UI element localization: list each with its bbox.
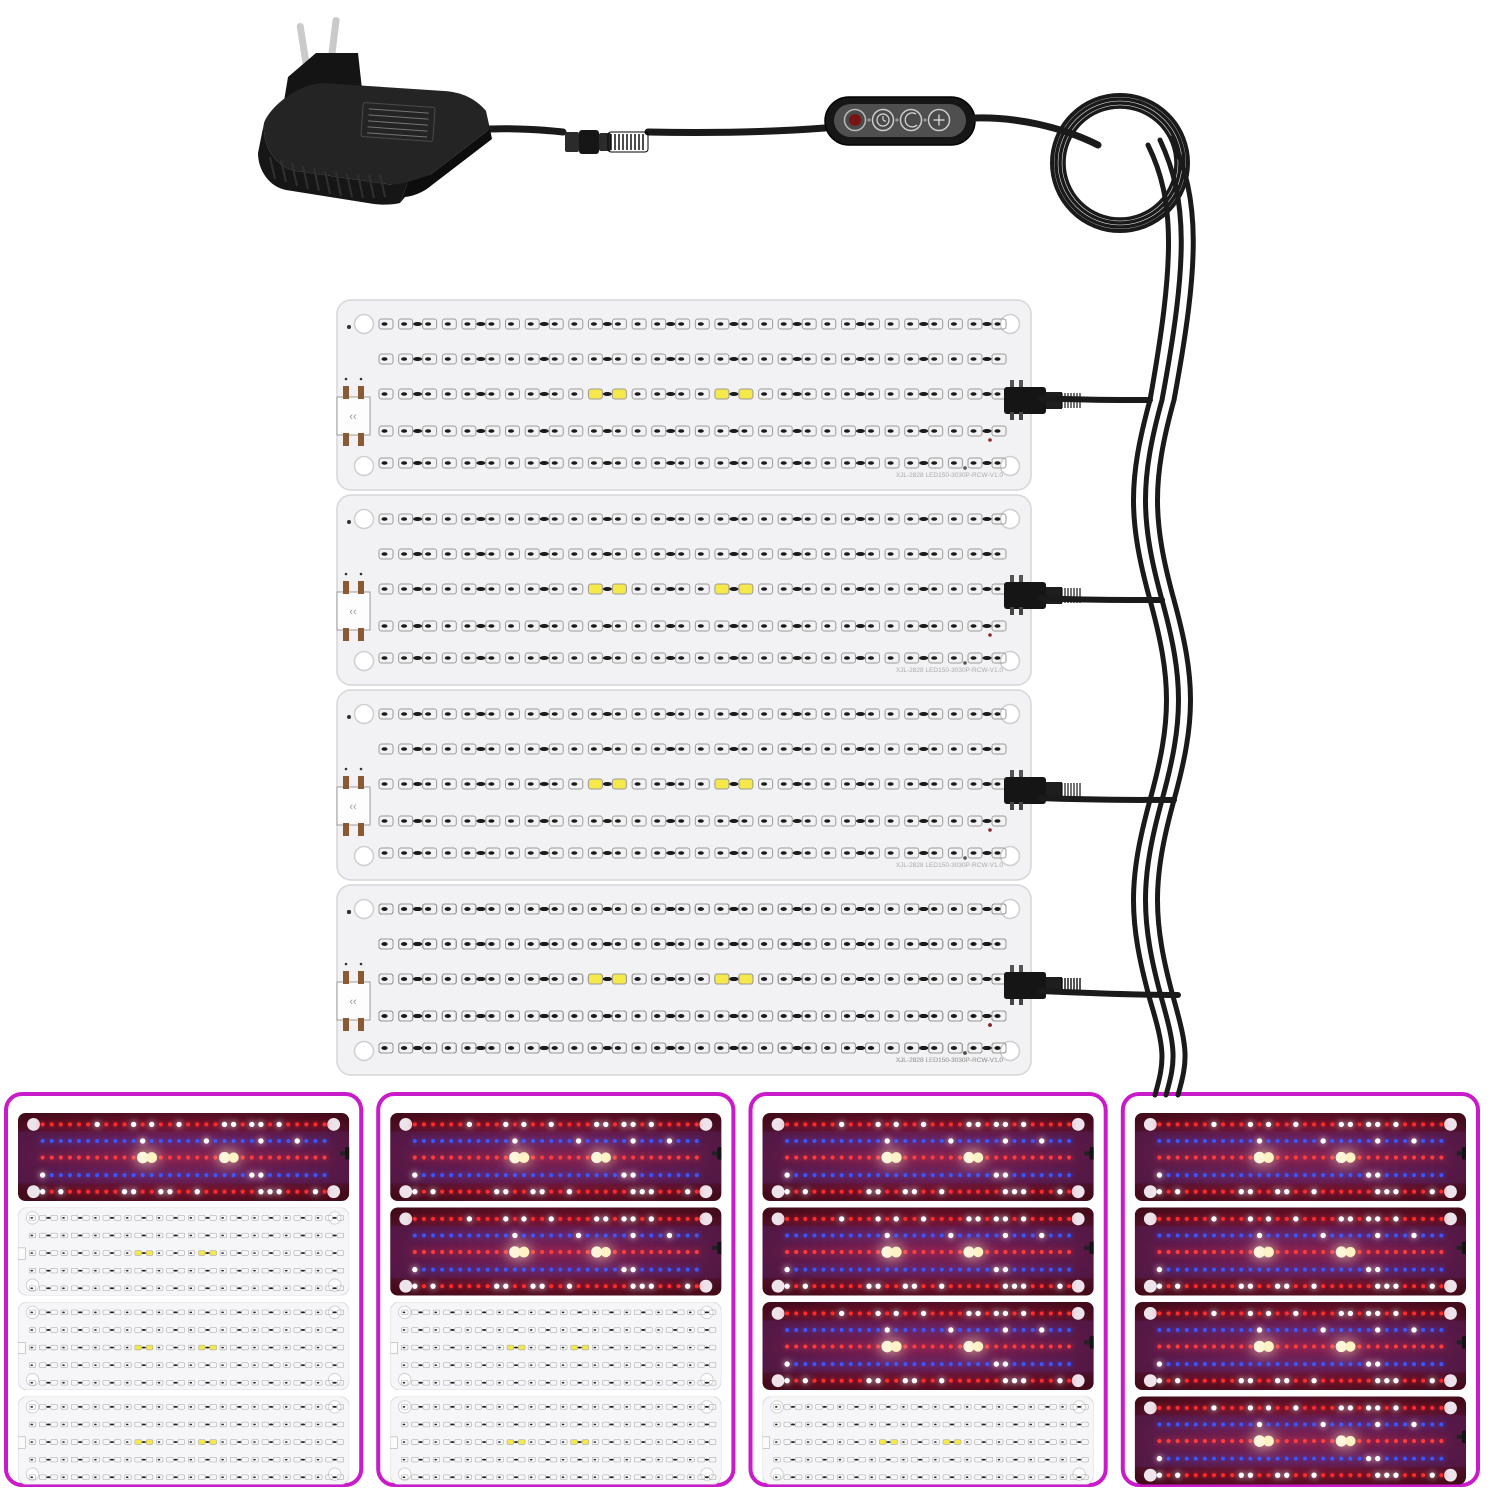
svg-text:‹‹: ‹‹ [349, 996, 357, 1008]
svg-text:XJL-2828 LED150-3030P-RCW-V1: XJL-2828 LED150-3030P-RCW-V1.0 [896, 667, 1004, 674]
svg-text:XJL-2828 LED150-3030P-RCW-V1: XJL-2828 LED150-3030P-RCW-V1.0 [896, 472, 1004, 479]
svg-text:XJL-2828 LED150-3030P-RCW-V1: XJL-2828 LED150-3030P-RCW-V1.0 [896, 1057, 1004, 1064]
svg-text:XJL-2828 LED150-3030P-RCW-V1: XJL-2828 LED150-3030P-RCW-V1.0 [896, 862, 1004, 869]
svg-text:‹‹: ‹‹ [349, 606, 357, 618]
svg-text:‹‹: ‹‹ [349, 801, 357, 813]
svg-text:‹‹: ‹‹ [349, 411, 357, 423]
